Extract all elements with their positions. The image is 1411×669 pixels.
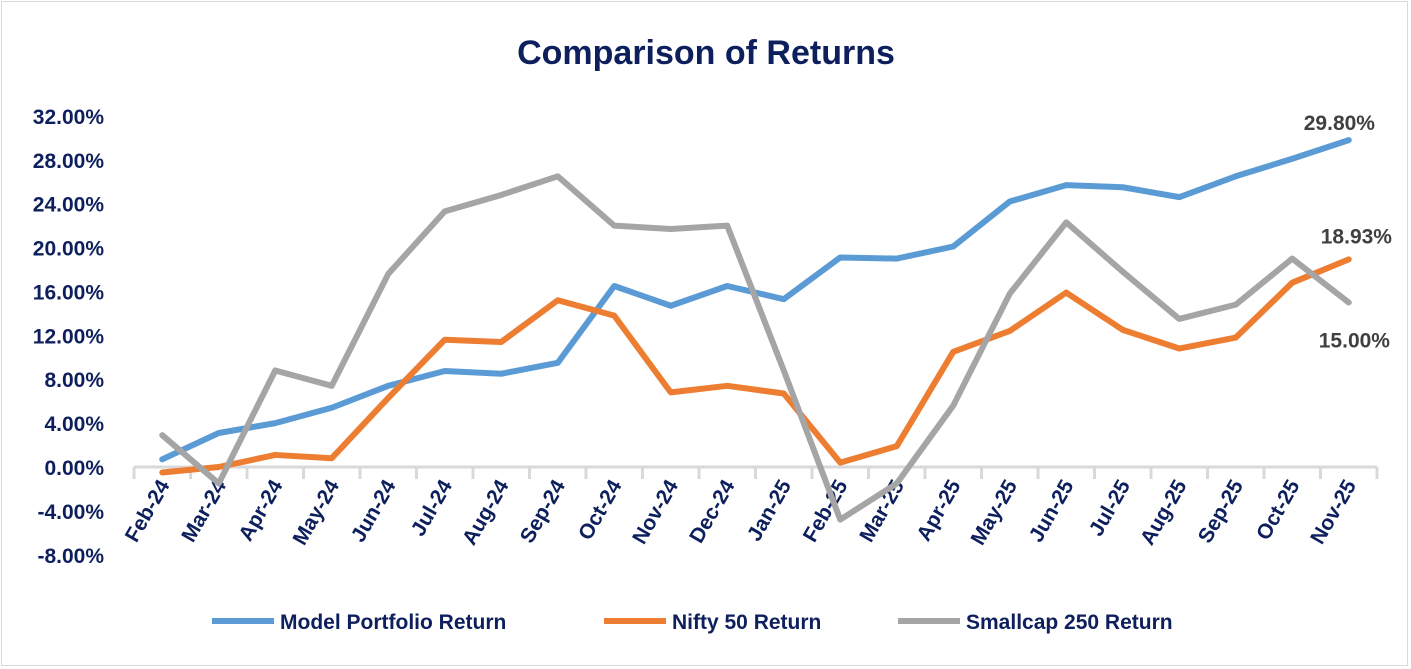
legend-entry: Nifty 50 Return bbox=[672, 611, 821, 634]
x-tick-label: Apr-24 bbox=[234, 476, 287, 545]
x-tick-label: Feb-24 bbox=[121, 476, 175, 546]
x-tick-label: Sep-24 bbox=[516, 476, 571, 547]
y-tick-label: 20.00% bbox=[33, 238, 105, 261]
x-tick-label: Mar-25 bbox=[855, 476, 909, 546]
x-tick-label: Aug-25 bbox=[1136, 476, 1192, 549]
x-tick-label: Dec-24 bbox=[685, 476, 740, 547]
x-tick-label: Jul-24 bbox=[407, 476, 457, 540]
data-label: 18.93% bbox=[1321, 225, 1393, 248]
legend-entry: Model Portfolio Return bbox=[280, 611, 506, 634]
y-tick-label: 28.00% bbox=[33, 150, 105, 173]
x-tick-label: Oct-24 bbox=[574, 476, 627, 544]
x-tick-label: May-24 bbox=[289, 476, 345, 549]
y-tick-label: 32.00% bbox=[33, 106, 105, 129]
data-label: 29.80% bbox=[1304, 112, 1376, 135]
y-tick-label: -8.00% bbox=[37, 545, 104, 568]
y-tick-label: 0.00% bbox=[44, 457, 104, 480]
x-tick-label: Jun-24 bbox=[347, 476, 401, 546]
x-tick-label: Sep-25 bbox=[1194, 476, 1249, 547]
x-tick-label: May-25 bbox=[967, 476, 1023, 549]
x-tick-label: Apr-25 bbox=[912, 476, 965, 545]
series-line-nifty-50-return bbox=[159, 256, 1352, 476]
x-tick-label: Oct-25 bbox=[1252, 476, 1305, 544]
y-tick-label: 4.00% bbox=[44, 413, 104, 436]
x-tick-label: Mar-24 bbox=[177, 476, 231, 546]
y-tick-label: 8.00% bbox=[44, 369, 104, 392]
chart-title: Comparison of Returns bbox=[517, 34, 895, 72]
x-tick-label: Nov-25 bbox=[1306, 476, 1361, 548]
x-tick-label: Jun-25 bbox=[1025, 476, 1079, 546]
y-tick-label: 12.00% bbox=[33, 325, 105, 348]
x-tick-label: Nov-24 bbox=[628, 476, 683, 548]
legend-entry: Smallcap 250 Return bbox=[966, 611, 1173, 634]
x-tick-label: Aug-24 bbox=[458, 476, 514, 549]
y-tick-label: 24.00% bbox=[33, 194, 105, 217]
data-label: 15.00% bbox=[1319, 329, 1391, 352]
series-line-smallcap-250-return bbox=[159, 173, 1352, 523]
x-tick-label: Jan-25 bbox=[743, 476, 796, 545]
y-tick-label: -4.00% bbox=[37, 501, 104, 524]
y-tick-label: 16.00% bbox=[33, 281, 105, 304]
x-tick-label: Jul-25 bbox=[1085, 476, 1135, 540]
